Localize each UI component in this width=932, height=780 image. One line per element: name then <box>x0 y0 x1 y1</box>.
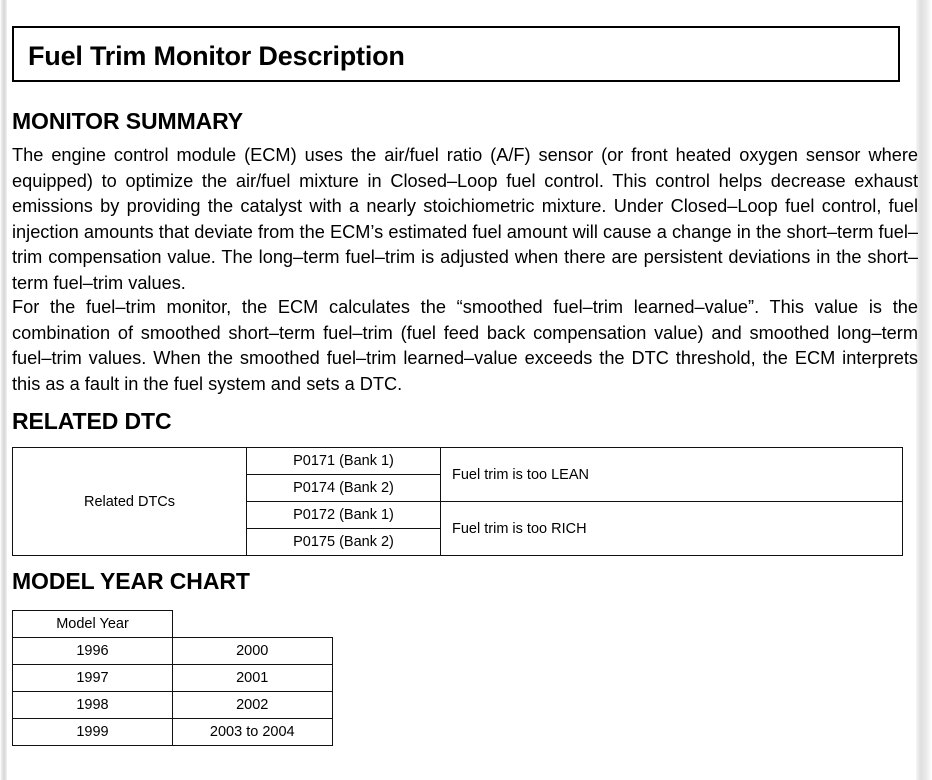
section-heading-model-year-chart: MODEL YEAR CHART <box>12 568 250 594</box>
document-page: Fuel Trim Monitor Description MONITOR SU… <box>12 0 918 780</box>
monitor-summary-paragraph-2: For the fuel–trim monitor, the ECM calcu… <box>12 295 918 397</box>
document-title-box: Fuel Trim Monitor Description <box>12 26 900 82</box>
related-dtc-row-label: Related DTCs <box>12 447 247 556</box>
section-heading-monitor-summary: MONITOR SUMMARY <box>12 108 244 134</box>
paragraph-text: For the fuel–trim monitor, the ECM calcu… <box>12 297 918 394</box>
table-row: P0175 (Bank 2) <box>13 528 903 556</box>
model-year-header-cell: Model Year <box>12 610 173 638</box>
dtc-code-cell: P0175 (Bank 2) <box>246 528 441 556</box>
table-row: P0172 (Bank 1) Fuel trim is too RICH <box>13 501 903 556</box>
dtc-code-cell: P0174 (Bank 2) <box>246 474 441 502</box>
paragraph-text: The engine control module (ECM) uses the… <box>12 145 918 293</box>
table-row: 1997 2001 <box>12 664 333 692</box>
model-year-right-cell: 2002 <box>172 691 333 719</box>
scan-edge-right <box>916 0 932 780</box>
dtc-description-cell: Fuel trim is too RICH <box>440 501 903 556</box>
page-title: Fuel Trim Monitor Description <box>28 41 405 71</box>
monitor-summary-paragraph-1: The engine control module (ECM) uses the… <box>12 143 918 297</box>
dtc-code-cell: P0171 (Bank 1) <box>246 447 441 475</box>
table-row: Related DTCs P0171 (Bank 1) Fuel trim is… <box>12 447 903 556</box>
model-year-left-cell: 1997 <box>12 664 173 692</box>
related-dtc-table: Related DTCs P0171 (Bank 1) Fuel trim is… <box>12 447 903 556</box>
table-row: 1999 2003 to 2004 <box>12 718 333 746</box>
dtc-code-cell: P0172 (Bank 1) <box>246 501 441 529</box>
table-row: 1996 2000 <box>12 637 333 665</box>
model-year-right-cell: 2000 <box>172 637 333 665</box>
table-row: Model Year <box>12 610 333 638</box>
model-year-empty-cell <box>173 611 333 638</box>
model-year-left-cell: 1999 <box>12 718 173 746</box>
model-year-table: Model Year 1996 2000 1997 2001 1998 2002… <box>12 610 333 746</box>
model-year-left-cell: 1996 <box>12 637 173 665</box>
dtc-description-cell: Fuel trim is too LEAN <box>440 447 903 502</box>
model-year-right-cell: 2003 to 2004 <box>172 718 333 746</box>
model-year-right-cell: 2001 <box>172 664 333 692</box>
scan-edge-left <box>0 0 7 780</box>
table-row: 1998 2002 <box>12 691 333 719</box>
section-heading-related-dtc: RELATED DTC <box>12 408 172 434</box>
model-year-left-cell: 1998 <box>12 691 173 719</box>
table-row: P0174 (Bank 2) <box>13 474 903 502</box>
